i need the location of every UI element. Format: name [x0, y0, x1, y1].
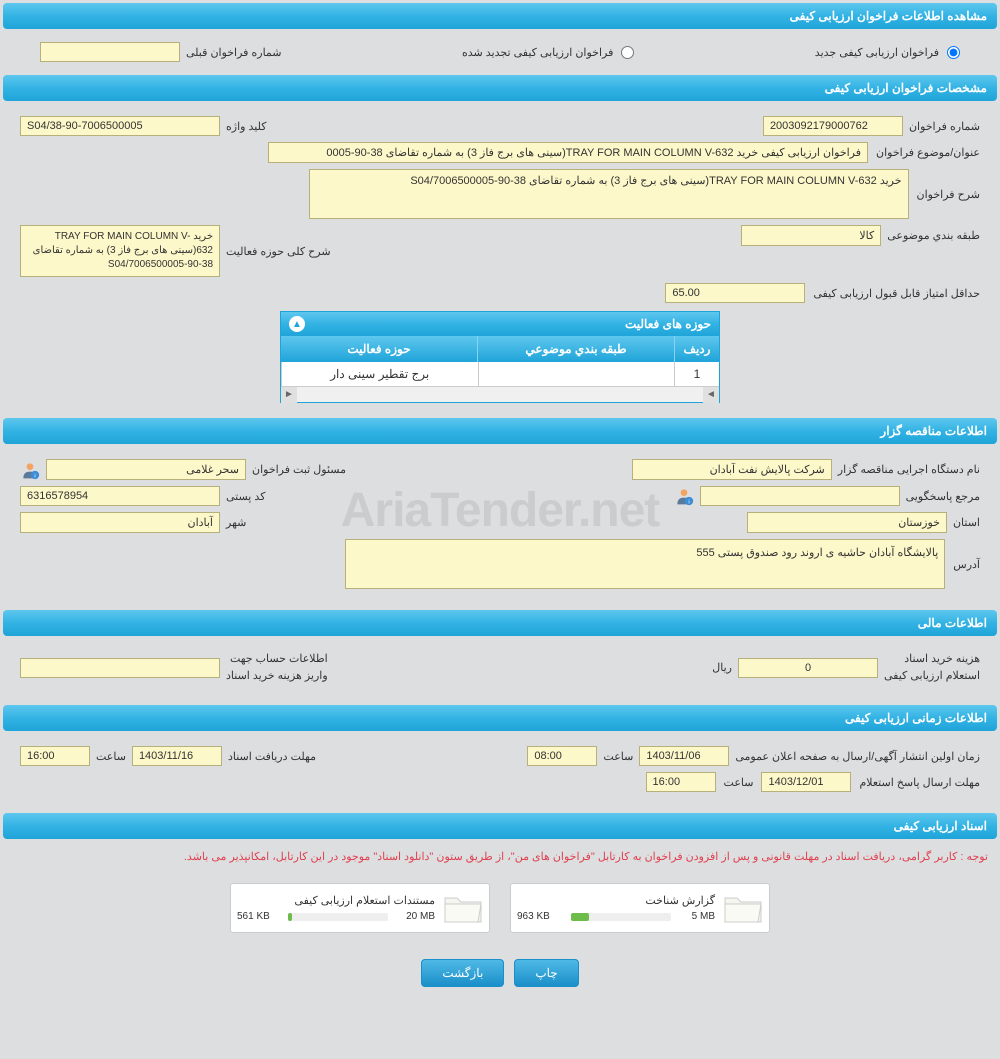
call-type-row: فراخوان ارزیابی کیفی جدید فراخوان ارزیاب… [0, 32, 1000, 72]
pub-time-value: 08:00 [527, 746, 597, 766]
overall-value: خرید TRAY FOR MAIN COLUMN V-632(سینی های… [20, 225, 220, 277]
province-value: خوزستان [747, 512, 947, 533]
progress-fill [571, 913, 589, 921]
pub-date-value: 1403/11/06 [639, 746, 729, 766]
progress-bar [571, 913, 671, 921]
doc-max: 20 MB [406, 911, 435, 922]
td-rownum: 1 [674, 362, 719, 386]
radio-new[interactable] [947, 46, 960, 59]
province-label: استان [953, 516, 980, 529]
cost-label: هزینه خرید اسناداستعلام ارزیابی کیفی [884, 651, 980, 684]
city-value: آبادان [20, 512, 220, 533]
subject-value: فراخوان ارزیابی کیفی خرید TRAY FOR MAIN … [268, 142, 868, 163]
doc-max: 5 MB [692, 911, 715, 922]
header-timing: اطلاعات زمانی ارزیابی کیفی [3, 705, 997, 731]
doc-title: مستندات استعلام ارزیابی کیفی [237, 894, 435, 907]
radio-renewed-label: فراخوان ارزیابی کیفی تجدید شده [462, 46, 613, 59]
postal-label: کد پستی [226, 490, 265, 503]
doc-card[interactable]: گزارش شناخت 963 KB 5 MB [510, 883, 770, 933]
svg-text:i: i [34, 473, 35, 479]
doc-size: 561 KB [237, 911, 270, 922]
time-label: ساعت [724, 776, 754, 789]
folder-icon [443, 890, 483, 926]
print-button[interactable]: چاپ [514, 959, 578, 987]
registrar-label: مسئول ثبت فراخوان [252, 463, 346, 476]
th-row: ردیف [674, 336, 719, 362]
user-icon: i [20, 460, 40, 480]
header-main: مشاهده اطلاعات فراخوان ارزیابی کیفی [3, 3, 997, 29]
scroll-left-icon[interactable]: ◄ [703, 387, 719, 403]
pub-label: زمان اولین انتشار آگهی/ارسال به صفحه اعل… [735, 750, 980, 763]
scroll-right-icon[interactable]: ► [281, 387, 297, 403]
doc-title: گزارش شناخت [517, 894, 715, 907]
deadline-time-value: 16:00 [20, 746, 90, 766]
account-value [20, 658, 220, 678]
response-label: مهلت ارسال پاسخ استعلام [859, 776, 980, 789]
header-docs: اسناد ارزیابی کیفی [3, 813, 997, 839]
category-value: کالا [741, 225, 881, 246]
overall-label: شرح کلی حوزه فعالیت [226, 245, 331, 258]
radio-new-label: فراخوان ارزیابی کیفی جدید [815, 46, 939, 59]
desc-label: شرح فراخوان [917, 188, 980, 201]
folder-icon [723, 890, 763, 926]
progress-fill [288, 913, 292, 921]
keyword-label: کلید واژه [226, 120, 266, 133]
address-label: آدرس [953, 558, 980, 571]
postal-value: 6316578954 [20, 486, 220, 506]
call-num-value: 2003092179000762 [763, 116, 903, 136]
deadline-label: مهلت دریافت اسناد [228, 750, 316, 763]
contact-value [700, 486, 900, 506]
subject-label: عنوان/موضوع فراخوان [876, 146, 980, 159]
min-score-label: حداقل امتیاز قابل قبول ارزیابی کیفی [813, 287, 980, 300]
activity-title: حوزه های فعالیت [625, 317, 711, 331]
prev-num-label: شماره فراخوان قبلی [186, 46, 282, 59]
response-time-value: 16:00 [646, 772, 716, 792]
prev-num-value [40, 42, 180, 62]
header-spec: مشخصات فراخوان ارزیابی کیفی [3, 75, 997, 101]
td-category [478, 362, 675, 386]
currency-label: ریال [712, 661, 732, 674]
cost-value: 0 [738, 658, 878, 678]
response-date-value: 1403/12/01 [761, 772, 851, 792]
org-value: شركت پالايش نفت آبادان [632, 459, 832, 480]
min-score-value: 65.00 [665, 283, 805, 303]
collapse-icon[interactable]: ▲ [289, 316, 305, 332]
call-num-label: شماره فراخوان [909, 120, 980, 133]
activity-table: حوزه های فعالیت ▲ ردیف طبقه بندي موضوعي … [280, 311, 720, 403]
desc-value: خرید TRAY FOR MAIN COLUMN V-632(سینی های… [309, 169, 909, 219]
th-activity: حوزه فعالیت [281, 336, 477, 362]
category-label: طبقه بندي موضوعی [887, 229, 980, 242]
back-button[interactable]: بازگشت [421, 959, 504, 987]
time-label: ساعت [96, 750, 126, 763]
keyword-value: S04/38-90-7006500005 [20, 116, 220, 136]
progress-bar [288, 913, 388, 921]
header-financial: اطلاعات مالی [3, 610, 997, 636]
td-activity: برج تقطیر سینی دار [281, 362, 478, 386]
header-tenderer: اطلاعات مناقصه گزار [3, 418, 997, 444]
svg-text:i: i [688, 500, 689, 506]
docs-row: گزارش شناخت 963 KB 5 MB مستندات استعلام … [0, 871, 1000, 945]
contact-label: مرجع پاسخگویی [906, 490, 980, 503]
table-row: 1 برج تقطیر سینی دار [281, 362, 719, 386]
docs-notice: توجه : کاربر گرامی، دریافت اسناد در مهلت… [0, 842, 1000, 871]
th-category: طبقه بندي موضوعي [477, 336, 674, 362]
doc-size: 963 KB [517, 911, 550, 922]
time-label: ساعت [603, 750, 633, 763]
deadline-date-value: 1403/11/16 [132, 746, 222, 766]
org-label: نام دستگاه اجرایی مناقصه گزار [838, 463, 980, 476]
address-value: پالایشگاه آبادان حاشیه ی اروند رود صندوق… [345, 539, 945, 589]
account-label: اطلاعات حساب جهتواریز هزینه خرید اسناد [226, 651, 328, 684]
city-label: شهر [226, 516, 246, 529]
registrar-value: سحر غلامی [46, 459, 246, 480]
radio-renewed[interactable] [621, 46, 634, 59]
table-scrollbar[interactable]: ◄ ► [281, 386, 719, 402]
user-icon: i [674, 486, 694, 506]
doc-card[interactable]: مستندات استعلام ارزیابی کیفی 561 KB 20 M… [230, 883, 490, 933]
